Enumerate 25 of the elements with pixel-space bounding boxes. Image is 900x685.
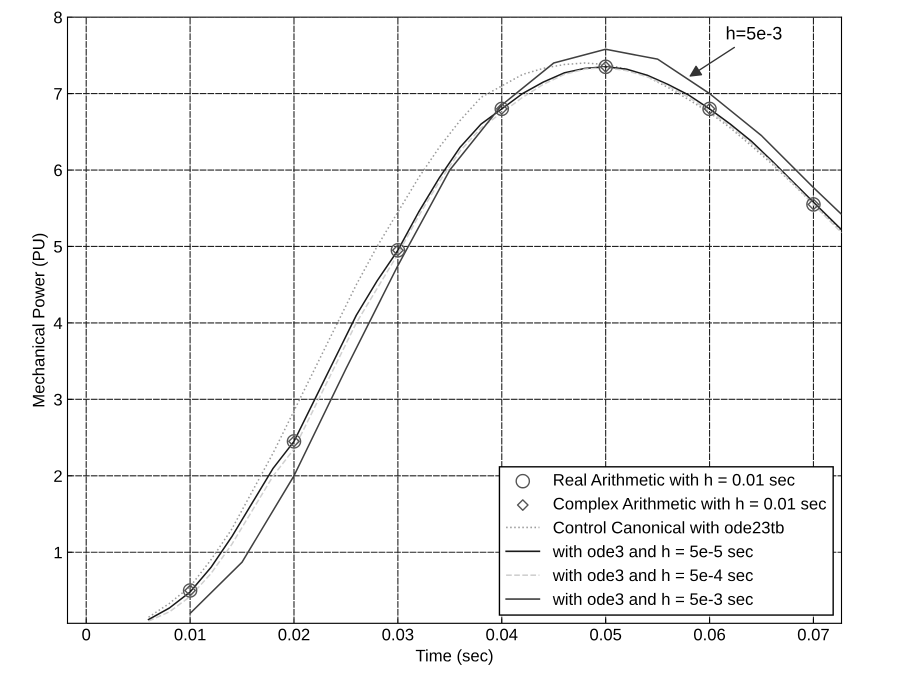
- y-tick-label: 4: [54, 317, 62, 329]
- y-tick-label: 8: [54, 12, 62, 24]
- y-tick-label: 2: [54, 470, 62, 482]
- y-tick-label: 5: [54, 241, 62, 253]
- x-tick-label: 0.07: [798, 628, 829, 640]
- x-tick-label: 0.03: [382, 628, 414, 640]
- x-tick-label: 0.05: [590, 628, 622, 640]
- x-tick-label: 0.04: [486, 628, 518, 640]
- legend-label: with ode3 and h = 5e-4 sec: [552, 568, 753, 582]
- x-tick-label: 0.06: [694, 628, 726, 640]
- y-tick-label: 1: [54, 546, 62, 558]
- x-tick-label: 0.01: [174, 628, 206, 640]
- y-tick-label: 7: [54, 88, 62, 100]
- x-axis-title: Time (sec): [416, 649, 493, 665]
- y-tick-label: 3: [54, 394, 62, 406]
- legend-label: Control Canonical with ode23tb: [554, 521, 784, 534]
- legend-label: with ode3 and h = 5e-3 sec: [552, 592, 753, 606]
- legend-label: Real Arithmetic with h = 0.01 sec: [554, 473, 795, 486]
- x-tick-label: 0: [82, 628, 90, 640]
- y-tick-label: 6: [54, 164, 62, 176]
- y-axis-title: Mechanical Power (PU): [32, 234, 48, 406]
- x-tick-label: 0.02: [278, 628, 310, 640]
- annotation: h=5e-3: [726, 26, 782, 40]
- legend-label: Complex Arithmetic with h = 0.01 sec: [554, 497, 826, 513]
- legend-label: with ode3 and h = 5e-5 sec: [552, 545, 753, 558]
